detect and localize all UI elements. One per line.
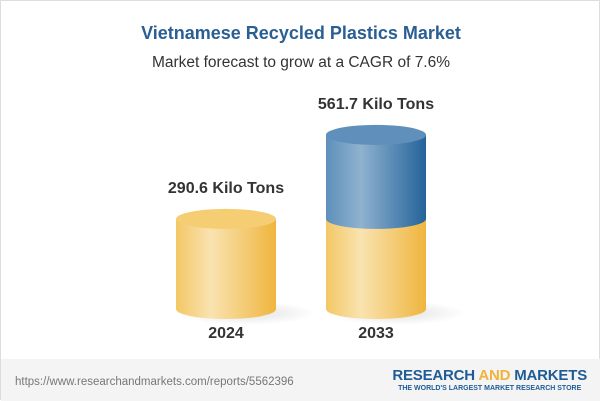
- category-label: 2024: [208, 325, 244, 342]
- footer: https://www.researchandmarkets.com/repor…: [1, 359, 600, 401]
- bar-growth-2033-top: [326, 124, 426, 145]
- chart-subtitle: Market forecast to grow at a CAGR of 7.6…: [151, 54, 451, 71]
- category-label: 2033: [358, 325, 394, 342]
- data-label: 290.6 Kilo Tons: [168, 180, 284, 197]
- report-url[interactable]: https://www.researchandmarkets.com/repor…: [15, 376, 294, 388]
- bar-growth-2033-body: [326, 134, 426, 229]
- bar-base-2033-body: [326, 218, 426, 319]
- data-label: 561.7 Kilo Tons: [318, 96, 434, 113]
- chart-title: Vietnamese Recycled Plastics Market: [141, 23, 461, 43]
- cylinder-chart: 290.6 Kilo Tons 2024 561.7 Kilo Tons 2033: [168, 96, 466, 342]
- research-and-markets-logo: RESEARCH AND MARKETS THE WORLD'S LARGEST…: [392, 367, 587, 392]
- bar-2024-top: [176, 208, 276, 229]
- bar-2024-body: [176, 218, 276, 319]
